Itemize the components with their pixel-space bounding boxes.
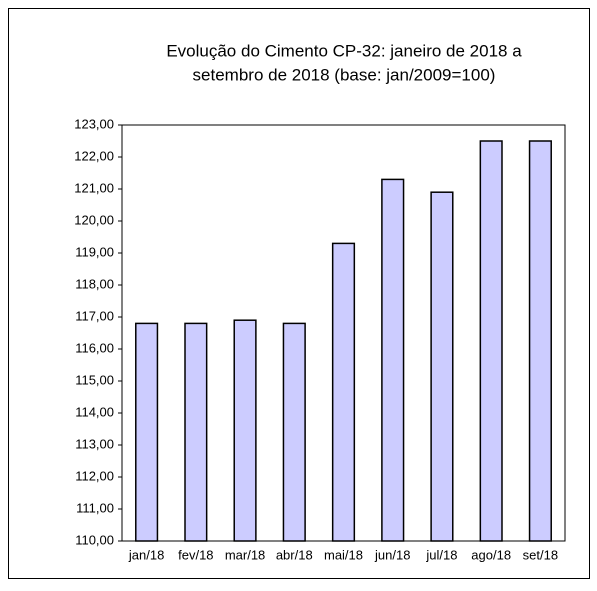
x-tick-label: mar/18 <box>225 547 265 562</box>
y-tick-label: 116,00 <box>75 340 114 355</box>
y-tick-label: 112,00 <box>75 468 114 483</box>
y-tick-label: 119,00 <box>75 244 114 259</box>
bar <box>135 322 159 542</box>
bar <box>430 191 454 542</box>
bar <box>282 322 306 542</box>
y-tick-label: 111,00 <box>76 500 114 515</box>
y-tick-label: 118,00 <box>75 276 114 291</box>
x-tick-label: jul/18 <box>425 547 457 562</box>
x-tick-label: jan/18 <box>128 547 164 562</box>
bar <box>184 322 208 542</box>
y-tick-label: 110,00 <box>75 532 114 547</box>
x-tick-label: abr/18 <box>276 547 313 562</box>
bar <box>331 242 356 542</box>
y-tick-label: 120,00 <box>74 212 114 227</box>
x-tick-label: jun/18 <box>374 547 410 562</box>
bar <box>381 178 405 542</box>
y-tick-label: 121,00 <box>74 180 114 195</box>
x-tick-label: mai/18 <box>324 547 363 562</box>
y-tick-label: 113,00 <box>75 436 114 451</box>
y-tick-label: 123,00 <box>74 116 114 131</box>
bar <box>528 140 552 542</box>
x-tick-label: set/18 <box>523 547 558 562</box>
bar <box>233 319 257 542</box>
chart-title: setembro de 2018 (base: jan/2009=100) <box>193 65 496 84</box>
chart-title: Evolução do Cimento CP-32: janeiro de 20… <box>166 41 522 60</box>
y-tick-label: 117,00 <box>75 308 114 323</box>
y-tick-label: 115,00 <box>75 372 114 387</box>
y-tick-label: 122,00 <box>74 148 114 163</box>
x-tick-label: ago/18 <box>471 547 511 562</box>
x-tick-label: fev/18 <box>178 547 213 562</box>
y-tick-label: 114,00 <box>75 404 114 419</box>
bar <box>479 140 503 542</box>
